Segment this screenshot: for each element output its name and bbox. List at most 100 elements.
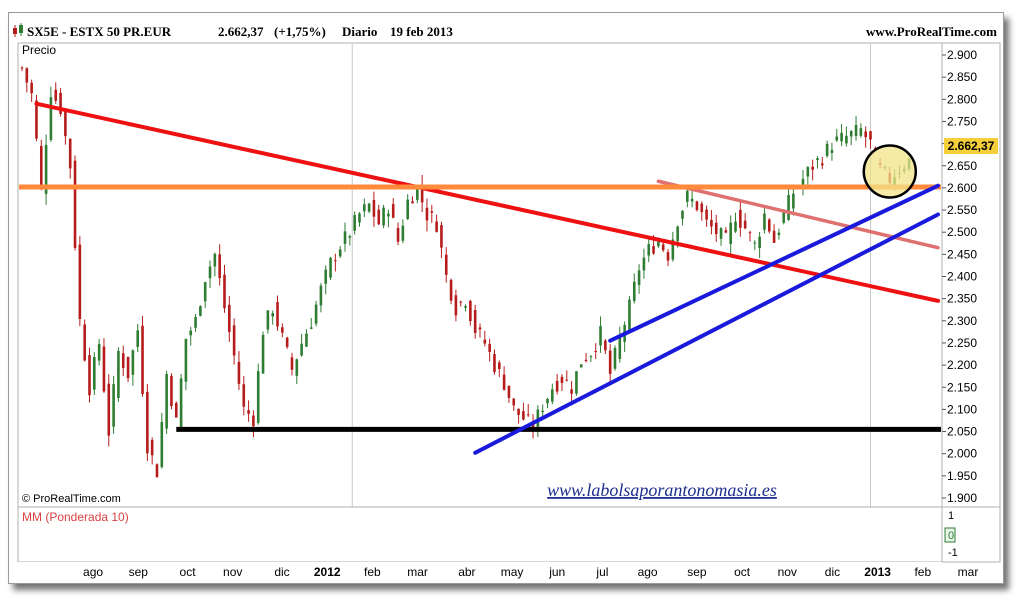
y-tick-label: 2.550 — [947, 203, 977, 217]
candle-body — [232, 325, 236, 356]
candle-body — [854, 124, 858, 137]
candle-body — [681, 210, 684, 219]
candle-body — [44, 144, 48, 194]
current-price: 2.662,37 — [218, 24, 264, 39]
candle-body — [179, 378, 183, 429]
candle-body — [237, 361, 241, 384]
candle-body — [618, 335, 622, 359]
candle-body — [676, 226, 679, 242]
x-tick-label: may — [501, 565, 524, 579]
candle-body — [724, 230, 728, 233]
y-tick-label: 2.800 — [947, 92, 977, 106]
candle-body — [30, 82, 33, 94]
candle-body — [252, 415, 255, 427]
candle-body — [348, 236, 352, 238]
candle-body — [305, 333, 308, 347]
candle-body — [88, 355, 91, 396]
candle-body — [787, 195, 790, 221]
x-tick-label: feb — [914, 565, 931, 579]
candle-body — [555, 380, 559, 392]
x-tick-label: 2012 — [314, 565, 341, 579]
candle-body — [247, 410, 250, 414]
y-tick-label: 2.900 — [947, 48, 977, 62]
candle-body — [604, 340, 607, 351]
candle-body — [777, 232, 781, 236]
candle-body — [739, 209, 742, 228]
candle-body — [382, 207, 385, 226]
candle-body — [700, 203, 704, 213]
candle-body — [406, 199, 409, 219]
candle-body — [68, 138, 72, 169]
candle-body — [729, 222, 732, 244]
candle-body — [594, 350, 598, 352]
candle-body — [314, 304, 318, 324]
candle-body — [309, 327, 313, 329]
candle-body — [93, 357, 96, 390]
candle-body — [522, 411, 525, 420]
candle-body — [343, 231, 347, 244]
candle-body — [35, 100, 38, 139]
candle-body — [570, 389, 573, 394]
x-tick-label: jul — [595, 565, 608, 579]
highlight-circle — [862, 144, 918, 199]
candle-body — [845, 135, 848, 144]
watermark-link[interactable]: www.labolsaporantonomasia.es — [547, 480, 777, 500]
x-tick-label: sep — [687, 565, 707, 579]
candle-body — [334, 260, 337, 262]
timeframe: Diario — [342, 24, 377, 39]
y-axis-ticks: 2.9002.8502.8002.7502.7002.6502.6002.550… — [942, 48, 977, 505]
candle-body — [864, 131, 867, 138]
candle-body — [560, 376, 564, 383]
y-tick-label: 2.300 — [947, 314, 977, 328]
y-tick-label: 2.500 — [947, 225, 977, 239]
candle-body — [165, 374, 168, 429]
candle-body — [497, 362, 501, 369]
candle-body — [444, 254, 448, 275]
candle-body — [801, 178, 805, 187]
candle-body — [695, 201, 699, 211]
candle-body — [372, 200, 376, 217]
candle-body — [473, 309, 477, 333]
candle-body — [464, 306, 467, 308]
candle-body — [719, 228, 723, 239]
candle-body — [767, 219, 771, 232]
candle-body — [816, 158, 819, 161]
candle-body — [478, 327, 482, 330]
x-tick-label: mar — [407, 565, 428, 579]
y-tick-label: 2.250 — [947, 336, 977, 350]
y-tick-label: 2.050 — [947, 425, 977, 439]
y-tick-label: 2.100 — [947, 402, 977, 416]
candle-body — [160, 422, 164, 468]
candle-body — [806, 167, 810, 177]
candle-body — [136, 330, 140, 347]
x-tick-label: feb — [364, 565, 381, 579]
candle-body — [131, 350, 135, 375]
candle-body — [223, 274, 226, 309]
candle-body — [208, 266, 212, 279]
x-tick-label: nov — [223, 565, 242, 579]
candle-body — [551, 389, 554, 402]
candle-body — [840, 132, 843, 142]
candle-body — [362, 204, 366, 212]
candle-body — [652, 246, 655, 254]
x-tick-label: 2013 — [864, 565, 891, 579]
candle-body — [396, 227, 400, 242]
price-panel — [17, 42, 943, 508]
candle-body — [218, 254, 221, 279]
candle-body — [671, 239, 675, 260]
candle-body — [820, 163, 824, 166]
site-link[interactable]: www.ProRealTime.com — [866, 24, 997, 39]
candle-body — [686, 190, 689, 202]
candle-body — [228, 304, 231, 332]
x-tick-label: mar — [958, 565, 979, 579]
candle-body — [367, 203, 371, 212]
chart-date: 19 feb 2013 — [390, 24, 453, 39]
indicator-panel — [17, 506, 943, 563]
candle-body — [642, 257, 646, 271]
candle-body — [579, 364, 583, 368]
candle-body — [324, 269, 328, 284]
candle-body — [256, 371, 260, 423]
candle-body — [281, 327, 284, 333]
x-tick-label: oct — [734, 565, 751, 579]
